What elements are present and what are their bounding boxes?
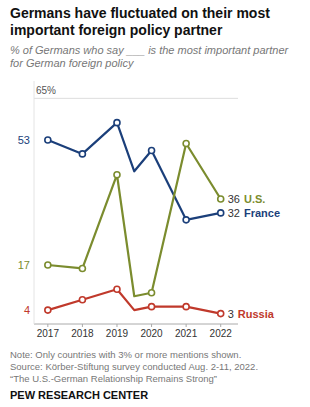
point-marker (114, 172, 120, 178)
point-marker (183, 140, 189, 146)
point-marker (79, 265, 85, 271)
data-label: 32 (228, 207, 240, 219)
note: Note: Only countries with 3% or more men… (10, 349, 241, 360)
chart: Germans have fluctuated on their mostimp… (0, 0, 310, 407)
series-line (48, 123, 221, 220)
x-tick (220, 324, 221, 327)
x-axis (34, 324, 238, 325)
note: “The U.S.-German Relationship Remains St… (10, 373, 217, 384)
footer: PEW RESEARCH CENTER (10, 389, 148, 401)
point-marker (45, 137, 51, 143)
y-axis (34, 81, 35, 324)
point-marker (218, 311, 224, 317)
data-label: 36 (228, 193, 240, 205)
footer-line: PEW RESEARCH CENTER (10, 389, 148, 401)
point-marker (45, 307, 51, 313)
x-tick-label: 2017 (37, 328, 60, 339)
point-marker (183, 304, 189, 310)
series-line (48, 143, 221, 296)
subtitle-line: for German foreign policy (10, 57, 135, 69)
point-marker (218, 210, 224, 216)
x-tick (186, 324, 187, 327)
series-name: France (244, 207, 280, 219)
x-tick-label: 2018 (71, 328, 94, 339)
x-tick (151, 324, 152, 327)
subtitle: % of Germans who say ___ is the most imp… (10, 44, 290, 69)
note-line: “The U.S.-German Relationship Remains St… (10, 373, 217, 384)
y-tick-label: 65% (36, 85, 56, 96)
data-label: 3 (228, 308, 234, 320)
end-label: 36 U.S. (228, 193, 266, 205)
point-marker (114, 286, 120, 292)
title-line: Germans have fluctuated on their most (10, 5, 270, 21)
point-marker (183, 217, 189, 223)
grid-line (34, 98, 238, 99)
title: Germans have fluctuated on their mostimp… (10, 5, 270, 38)
series-name: U.S. (244, 193, 265, 205)
point-marker (79, 297, 85, 303)
title-line: important foreign policy partner (10, 22, 223, 38)
data-label: 17 (18, 259, 30, 271)
point-marker (149, 290, 155, 296)
point-marker (79, 151, 85, 157)
x-tick (116, 324, 117, 327)
end-label: 32 France (228, 207, 280, 219)
series-line (48, 289, 221, 313)
data-label: 4 (24, 304, 30, 316)
point-marker (218, 196, 224, 202)
x-tick-label: 2022 (210, 328, 233, 339)
note-line: Note: Only countries with 3% or more men… (10, 349, 241, 360)
end-label: 3 Russia (228, 308, 275, 320)
series-name: Russia (238, 308, 275, 320)
plot-area (45, 120, 224, 317)
subtitle-line: % of Germans who say ___ is the most imp… (10, 44, 290, 56)
x-tick (47, 324, 48, 327)
point-marker (45, 262, 51, 268)
point-marker (149, 147, 155, 153)
x-tick-label: 2020 (140, 328, 163, 339)
data-label: 53 (18, 134, 30, 146)
note: Source: Körber-Stiftung survey conducted… (10, 361, 258, 372)
note-line: Source: Körber-Stiftung survey conducted… (10, 361, 258, 372)
x-tick-label: 2019 (106, 328, 129, 339)
x-tick-label: 2021 (175, 328, 198, 339)
point-marker (114, 120, 120, 126)
point-marker (149, 304, 155, 310)
x-tick (82, 324, 83, 327)
